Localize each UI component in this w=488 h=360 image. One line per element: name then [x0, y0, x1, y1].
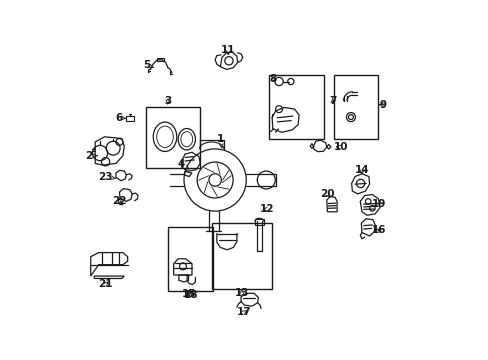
Text: 9: 9: [378, 100, 386, 110]
Bar: [168, 227, 213, 291]
Text: 17: 17: [237, 307, 251, 317]
Text: 7: 7: [328, 95, 336, 105]
Text: 22: 22: [112, 196, 126, 206]
Text: 4: 4: [178, 159, 189, 170]
Bar: [334, 75, 377, 139]
Text: 2: 2: [84, 151, 97, 161]
Text: 12: 12: [259, 204, 274, 214]
Text: 20: 20: [320, 189, 334, 199]
Text: 13: 13: [234, 288, 248, 298]
Text: 16: 16: [371, 225, 386, 235]
Text: 8: 8: [269, 74, 276, 84]
Text: 1: 1: [216, 134, 224, 148]
Bar: [211, 223, 272, 289]
Text: 19: 19: [371, 199, 386, 209]
Text: 10: 10: [333, 142, 347, 152]
Text: 5: 5: [143, 60, 153, 70]
Bar: [157, 58, 163, 61]
Bar: [146, 107, 199, 168]
Text: 15: 15: [182, 289, 196, 299]
Bar: [268, 75, 324, 139]
Text: 14: 14: [354, 165, 368, 175]
Bar: [126, 116, 134, 121]
Text: 23: 23: [98, 172, 115, 181]
Text: 11: 11: [221, 45, 235, 55]
Bar: [254, 219, 264, 225]
Text: 3: 3: [164, 95, 171, 105]
Text: 21: 21: [98, 279, 113, 289]
Text: 6: 6: [115, 113, 125, 123]
Text: 18: 18: [183, 290, 198, 300]
